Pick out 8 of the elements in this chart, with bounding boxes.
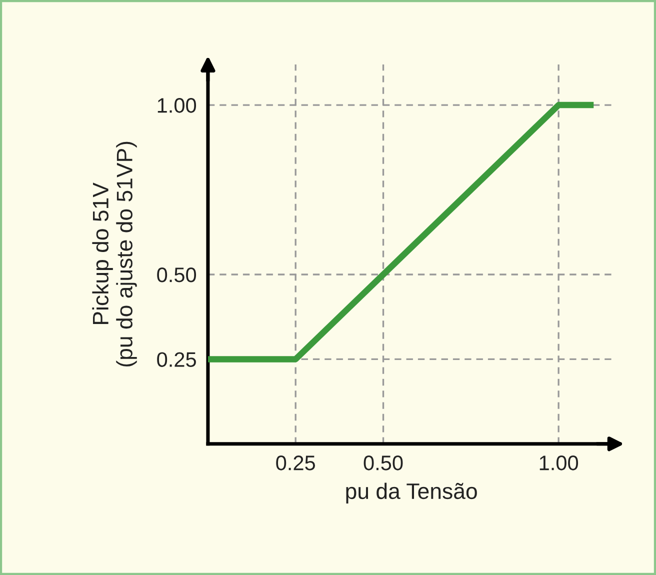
x-axis-title: pu da Tensão	[346, 482, 477, 504]
y-tick-label: 0.50	[157, 267, 196, 282]
y-tick-label: 0.25	[157, 352, 196, 367]
x-tick-label: 0.50	[364, 456, 403, 470]
y-tick-label: 1.00	[158, 98, 196, 113]
x-tick-label: 0.25	[276, 456, 316, 470]
x-tick-label: 1.00	[540, 456, 578, 470]
y-axis-title: Pickup do 51V (pu do ajuste do 51VP)	[92, 142, 137, 366]
